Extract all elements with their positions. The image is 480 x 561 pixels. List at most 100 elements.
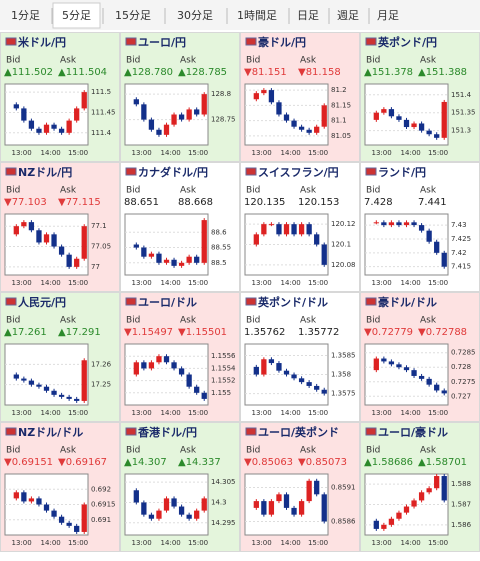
bid-label: Bid [246,56,260,66]
tab[interactable]: 15分足 [115,9,151,22]
ask-label: Ask [300,56,317,66]
y-tick-label: 0.728 [451,363,471,371]
rate-tile[interactable]: NZドル/ドル Bid Ask ▼0.69151 ▼0.69167 0.692 0.6915… [0,422,120,552]
candle [261,501,267,515]
rate-tile[interactable]: ユーロ/豪ドル Bid Ask ▲1.58686 ▲1.58701 1.588 1.587 1… [360,422,480,552]
candle [388,518,395,525]
y-tick-label: 81.05 [331,132,351,140]
candle [306,382,312,386]
rate-tile[interactable]: 豪ドル/円 Bid Ask ▼81.151 ▼81.158 81.2 81.15 81.1 81… [240,32,360,162]
tab[interactable]: 月足 [377,9,399,22]
candle [21,492,27,502]
tab[interactable]: 1時間足 [237,9,277,22]
x-tick-label: 14:00 [401,539,421,547]
rate-tile[interactable]: NZドル/円 Bid Ask ▼77.103 ▼77.115 77.1 77.05 77 13:… [0,162,120,292]
candle [291,374,297,379]
candle [261,224,267,235]
ask-value: 88.668 [178,197,213,208]
candle [396,512,402,519]
candle [291,507,297,515]
y-tick-label: 81.2 [331,86,347,94]
ask-value: ▲151.388 [418,67,467,78]
y-tick-label: 1.588 [451,480,471,488]
pair-name: NZドル/円 [18,166,72,179]
pair-name: ユーロ/円 [138,36,186,49]
pair-name: 英ポンド/円 [377,35,437,49]
x-tick-label: 15:00 [428,279,448,287]
candle [163,124,170,135]
x-tick-label: 15:00 [68,409,88,417]
bid-label: Bid [6,186,20,196]
candle [276,102,282,115]
y-tick-label: 17.25 [91,381,111,389]
candle [314,480,320,495]
rate-tile[interactable]: カナダドル/円 Bid Ask 88.651 88.668 88.6 88.55 88.5 13… [120,162,240,292]
ask-value: ▲14.337 [178,457,221,468]
y-tick-label: 120.08 [331,261,356,269]
y-tick-label: 111.4 [91,129,112,137]
tab[interactable]: 5分足 [62,9,91,22]
rate-tile[interactable]: 豪ドル/ドル Bid Ask ▼0.72779 ▼0.72788 0.7285 0.728 0… [360,292,480,422]
y-tick-label: 88.6 [211,228,227,236]
candle [373,358,379,371]
y-tick-label: 7.425 [451,235,471,243]
candle [261,359,267,375]
flag-icon [5,427,17,436]
candle [51,234,57,247]
rate-tile[interactable]: スイスフラン/円 Bid Ask 120.135 120.153 120.12 120.1 1… [240,162,360,292]
candle [163,498,170,511]
rate-tile[interactable]: 人民元/円 Bid Ask ▲17.261 ▲17.291 17.26 17.25 13:00… [0,292,120,422]
pair-name: カナダドル/円 [138,165,208,179]
y-tick-label: 81.1 [331,117,347,125]
x-tick-label: 13:00 [372,149,392,157]
x-tick-label: 14:00 [161,279,181,287]
x-tick-label: 13:00 [252,539,272,547]
x-tick-label: 13:00 [12,149,32,157]
pair-name: ユーロ/豪ドル [378,425,448,439]
candle [291,120,297,127]
x-tick-label: 13:00 [252,409,272,417]
rate-tile[interactable]: 英ポンド/円 Bid Ask ▲151.378 ▲151.388 151.4 151.35 1… [360,32,480,162]
candle [396,364,402,368]
candle [441,390,447,394]
candle [51,390,57,395]
x-tick-label: 13:00 [132,409,152,417]
candle [396,222,402,226]
y-tick-label: 14.295 [211,519,236,527]
y-tick-label: 0.6915 [91,501,116,509]
ask-label: Ask [60,316,77,326]
candle [283,114,290,121]
candle [276,224,282,235]
candle [58,128,65,133]
rate-tile[interactable]: ユーロ/英ポンド Bid Ask ▼0.85063 ▼0.85073 0.8591 0.85… [240,422,360,552]
ask-label: Ask [420,446,437,456]
candle [66,522,72,526]
rate-tile[interactable]: ユーロ/ドル Bid Ask ▼1.15497 ▼1.15501 1.1556 1.1554… [120,292,240,422]
tab[interactable]: 日足 [297,9,319,22]
y-tick-label: 1.358 [331,371,351,379]
candle [43,124,50,133]
tab[interactable]: 週足 [337,9,359,22]
tab[interactable]: 1分足 [11,9,40,22]
candle [74,108,80,121]
candle [283,224,290,235]
x-tick-label: 14:00 [401,279,421,287]
candle [403,119,410,128]
candle [178,368,185,375]
candle [434,134,440,138]
rate-tile[interactable]: 英ポンド/ドル Bid Ask 1.35762 1.35772 1.3585 1.358 1.… [240,292,360,422]
x-tick-label: 15:00 [428,409,448,417]
candle [314,234,320,245]
rate-tile[interactable]: ユーロ/円 Bid Ask ▲128.780 ▲128.785 128.8 128.75 13… [120,32,240,162]
ask-value: ▲17.291 [58,327,101,338]
x-tick-label: 14:00 [161,149,181,157]
rate-tile[interactable]: 米ドル/円 Bid Ask ▲111.502 ▲111.504 111.5 111.45 11… [0,32,120,162]
bid-label: Bid [6,446,20,456]
candle [133,244,139,248]
candle [141,247,147,257]
tab[interactable]: 30分足 [177,9,213,22]
candle [186,514,192,519]
x-tick-label: 15:00 [188,539,208,547]
rate-tile[interactable]: 香港ドル/円 Bid Ask ▲14.307 ▲14.337 14.305 14.3 14.2… [120,422,240,552]
